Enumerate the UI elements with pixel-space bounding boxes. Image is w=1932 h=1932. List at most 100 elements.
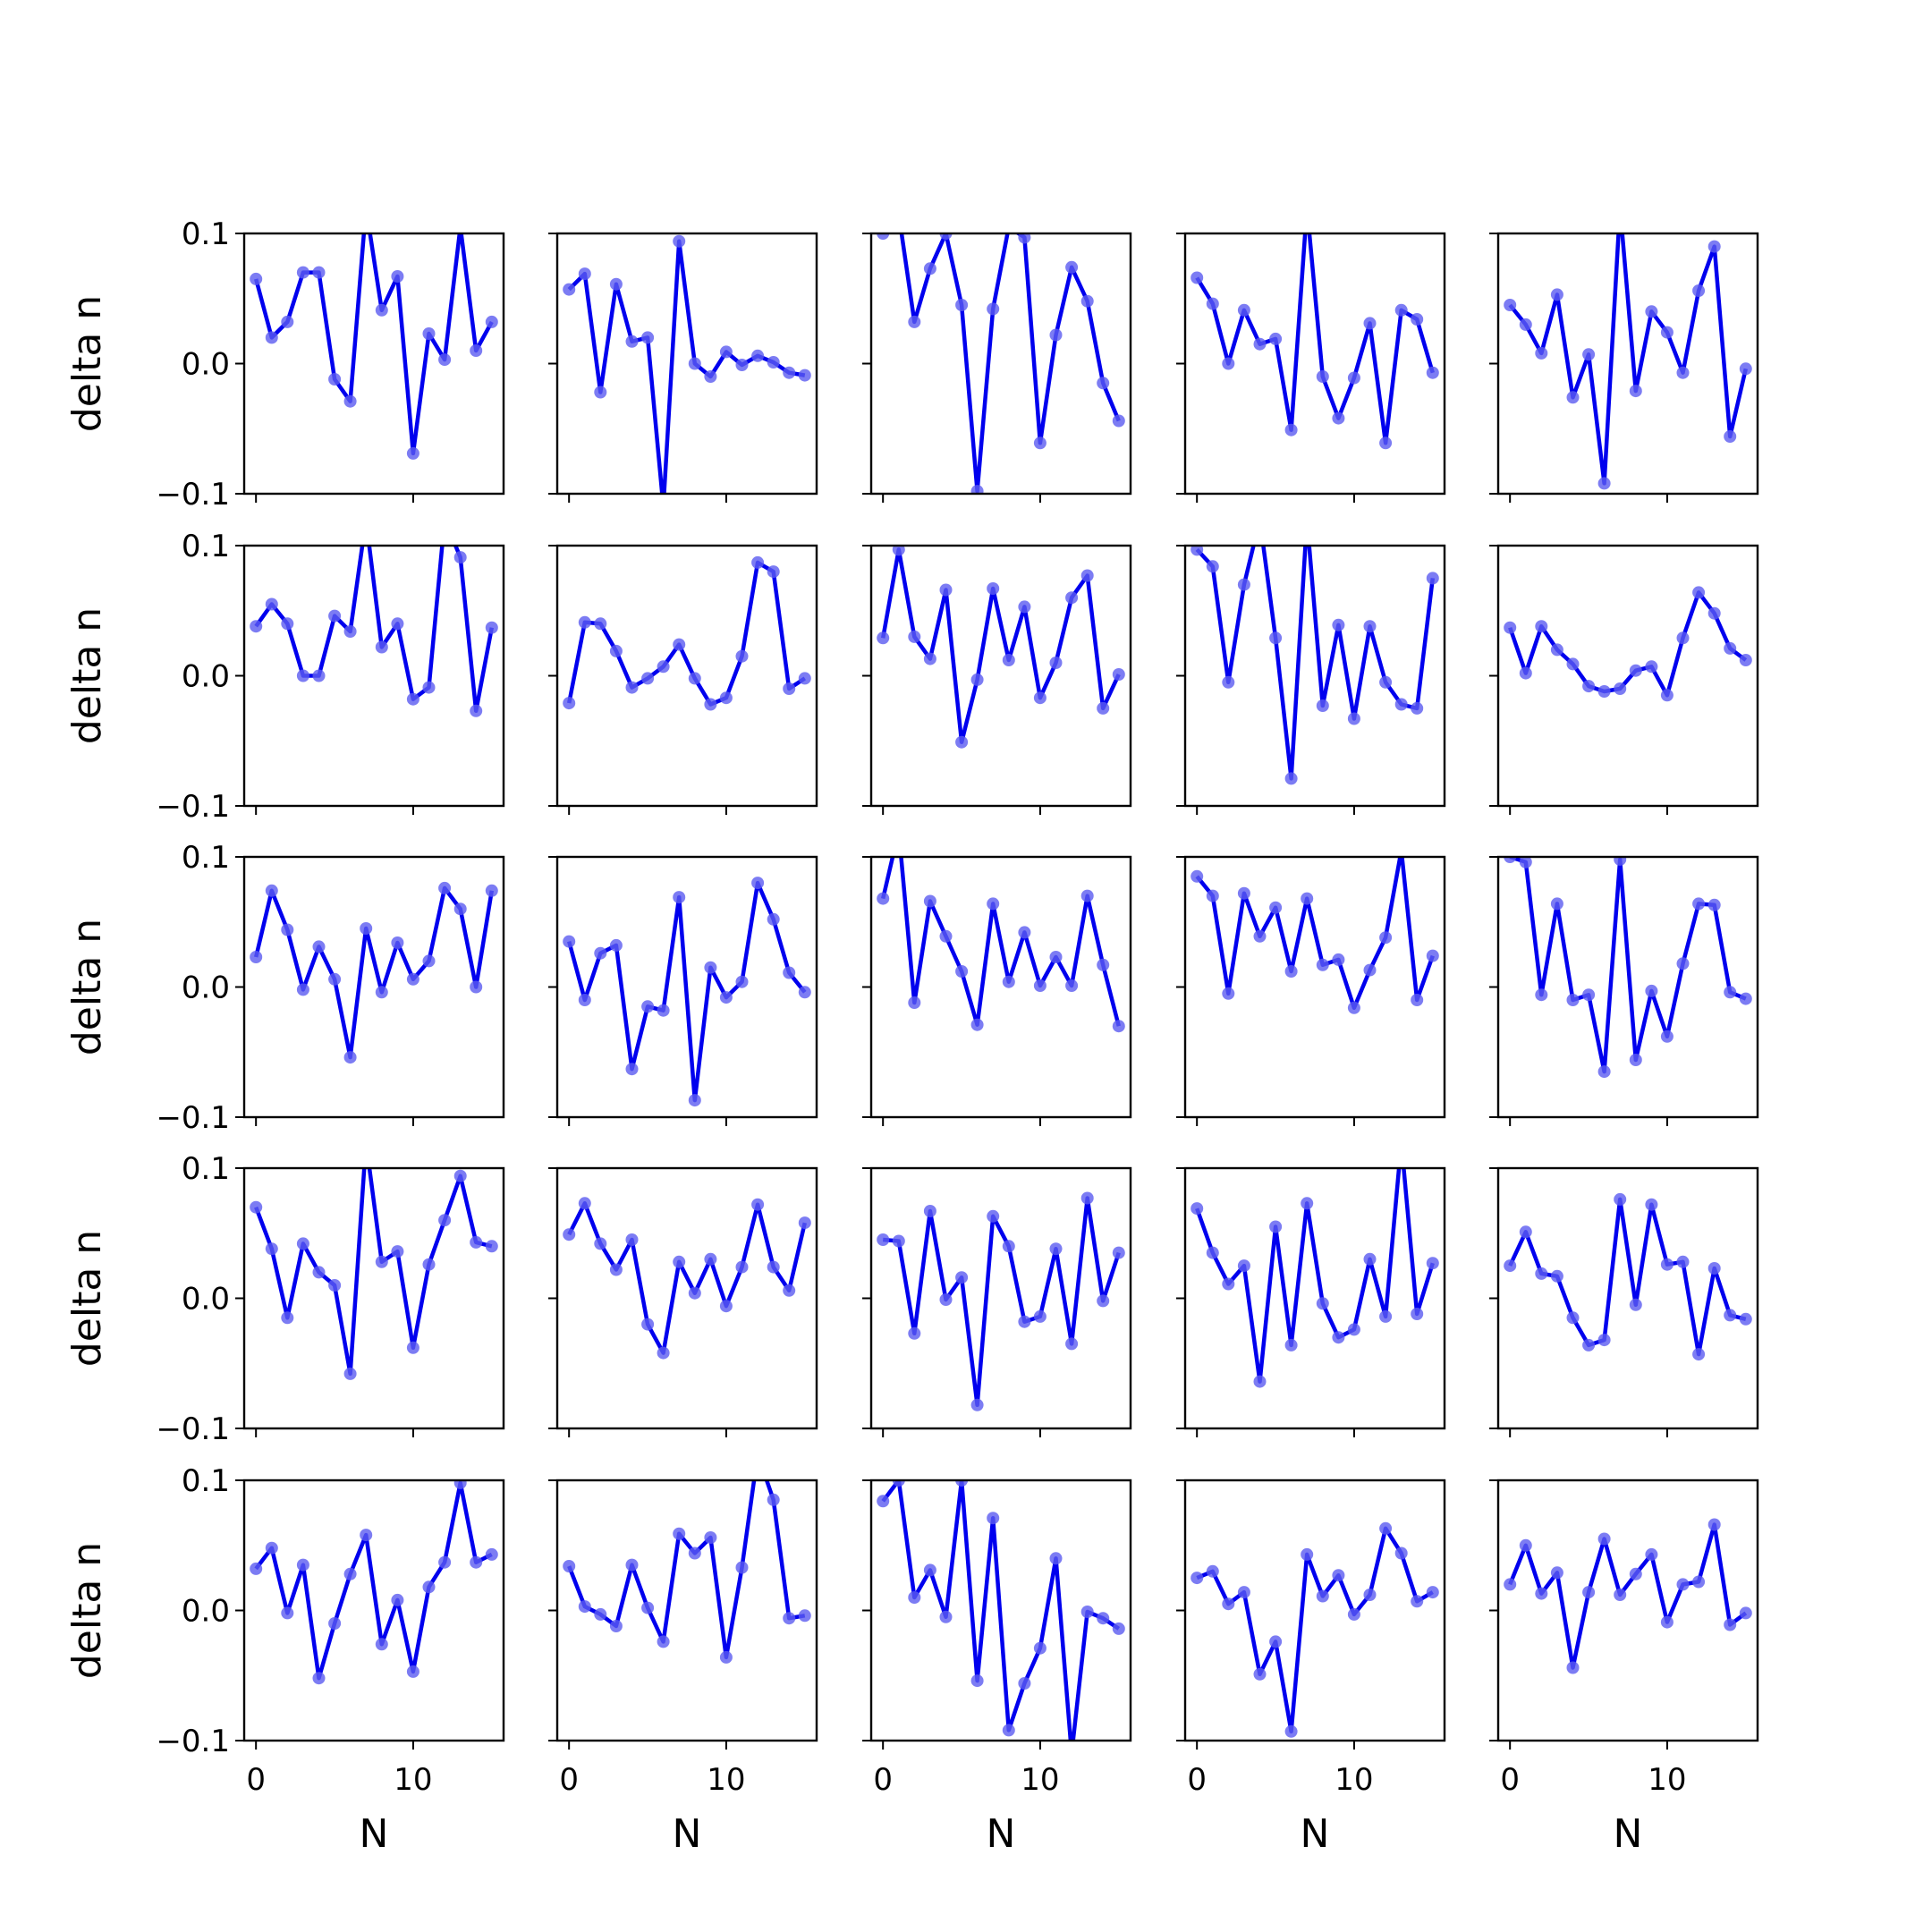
series-line — [1195, 233, 1435, 445]
data-point — [1426, 366, 1439, 379]
series-group — [1191, 1521, 1439, 1738]
series-line — [1508, 233, 1748, 486]
data-point — [1426, 1586, 1439, 1599]
subplot-r4-c2 — [548, 1166, 818, 1437]
data-point — [1566, 994, 1580, 1006]
data-point — [1535, 620, 1548, 633]
data-point — [673, 234, 686, 248]
data-point — [1504, 857, 1517, 863]
data-point — [1316, 1589, 1329, 1603]
data-point — [877, 1233, 890, 1246]
data-point — [1660, 1258, 1674, 1271]
data-point — [609, 277, 623, 291]
data-point — [1739, 992, 1752, 1005]
data-point — [422, 327, 436, 340]
data-point — [1566, 391, 1580, 404]
y-axis-label: delta n — [64, 295, 110, 432]
data-point — [360, 922, 373, 935]
data-point — [1097, 1294, 1110, 1308]
data-point — [391, 1245, 404, 1258]
data-point — [563, 935, 576, 948]
data-point — [1629, 1054, 1642, 1066]
data-point — [578, 267, 591, 281]
data-point — [563, 697, 576, 710]
data-point — [1284, 1724, 1298, 1738]
data-point — [1191, 1572, 1204, 1585]
data-point — [250, 1200, 263, 1214]
data-point — [1316, 370, 1329, 383]
data-point — [265, 1541, 278, 1555]
data-point — [1707, 898, 1721, 911]
data-point — [892, 546, 905, 556]
data-point — [783, 682, 796, 695]
data-point — [406, 692, 419, 706]
data-point — [1504, 621, 1517, 634]
data-point — [343, 394, 357, 408]
data-point — [1222, 1277, 1235, 1291]
data-point — [798, 986, 811, 999]
data-point — [578, 1600, 591, 1614]
data-point — [1582, 680, 1596, 693]
data-point — [391, 936, 404, 949]
y-tick-label: 0.0 — [182, 970, 230, 1006]
data-point — [296, 1237, 309, 1250]
data-point — [1332, 1569, 1345, 1582]
data-point — [735, 359, 749, 371]
data-point — [375, 1255, 388, 1268]
data-point — [1347, 712, 1360, 725]
data-point — [1660, 689, 1674, 702]
data-point — [312, 1672, 326, 1685]
data-point — [1049, 1552, 1063, 1565]
data-point — [453, 902, 467, 916]
data-point — [1033, 1309, 1046, 1323]
data-point — [1550, 897, 1563, 911]
data-point — [1222, 357, 1235, 370]
series-line — [1196, 1526, 1434, 1734]
data-point — [657, 1004, 670, 1017]
data-point — [1379, 436, 1393, 450]
data-point — [908, 1326, 921, 1340]
series-group — [1504, 1518, 1752, 1674]
data-point — [1347, 1001, 1360, 1014]
data-point — [955, 299, 969, 311]
data-point — [470, 704, 483, 717]
data-point — [704, 1531, 717, 1544]
data-point — [1411, 701, 1424, 715]
data-point — [955, 735, 969, 749]
data-point — [641, 1601, 655, 1614]
data-point — [1724, 641, 1737, 655]
series-group — [877, 546, 1125, 749]
data-point — [360, 1529, 373, 1542]
data-point — [908, 1591, 921, 1604]
series-line — [881, 857, 1121, 1027]
data-point — [1707, 1262, 1721, 1275]
data-point — [1645, 984, 1658, 997]
subplot-r3-c5 — [1489, 855, 1759, 1126]
x-tick-label: 10 — [394, 1762, 432, 1798]
data-point — [343, 1567, 357, 1580]
data-point — [1614, 1589, 1627, 1601]
data-point — [955, 965, 969, 978]
data-point — [783, 1284, 796, 1297]
data-point — [877, 233, 890, 240]
data-point — [609, 938, 623, 952]
data-point — [1316, 699, 1329, 712]
data-point — [563, 283, 576, 296]
data-point — [735, 975, 749, 988]
data-point — [1284, 423, 1298, 436]
y-tick-label: 0.1 — [182, 216, 230, 252]
data-point — [470, 1555, 483, 1569]
series-group — [250, 881, 498, 1064]
data-point — [485, 884, 498, 897]
data-point — [391, 270, 404, 283]
data-point — [281, 1606, 294, 1620]
data-point — [923, 652, 936, 665]
data-point — [1707, 240, 1721, 253]
data-point — [1739, 1312, 1752, 1326]
data-point — [970, 1398, 984, 1411]
data-point — [673, 638, 686, 651]
data-point — [908, 315, 921, 328]
data-point — [1097, 377, 1110, 390]
data-point — [563, 1228, 576, 1241]
data-point — [422, 1580, 436, 1594]
